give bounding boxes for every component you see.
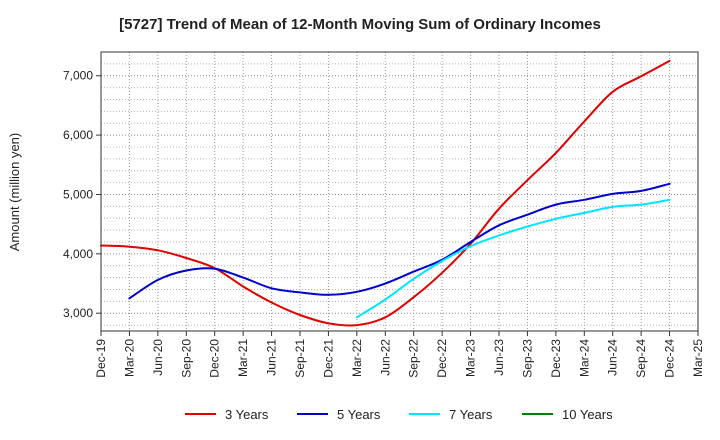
series-line-7-years (355, 198, 671, 319)
x-tick-label: Jun-24 (606, 339, 620, 376)
y-tick-label: 6,000 (63, 128, 93, 142)
x-tick-label: Mar-21 (236, 339, 250, 377)
x-tick-label: Jun-20 (151, 339, 165, 376)
legend: 3 Years 5 Years 7 Years 10 Years (185, 407, 613, 422)
x-tick-label: Sep-24 (634, 339, 648, 378)
x-tick-label: Jun-23 (492, 339, 506, 376)
series-line-3-years (100, 59, 671, 327)
y-tick-label: 3,000 (63, 306, 93, 320)
x-tick-label: Mar-22 (350, 339, 364, 377)
y-tick-label: 5,000 (63, 187, 93, 201)
x-tick-label: Mar-23 (464, 339, 478, 377)
x-tick-label: Sep-21 (293, 339, 307, 378)
legend-label-5-years: 5 Years (337, 407, 381, 422)
y-tick-label: 4,000 (63, 247, 93, 261)
series-lines (100, 59, 671, 327)
y-tick-label: 7,000 (63, 69, 93, 83)
x-tick-label: Jun-21 (265, 339, 279, 376)
x-tick-label: Sep-20 (179, 339, 193, 378)
legend-label-10-years: 10 Years (562, 407, 613, 422)
x-axis-ticks: Dec-19 Mar-20 Jun-20 Sep-20 Dec-20 Mar-21 Jun-… (94, 331, 705, 378)
x-tick-label: Dec-19 (94, 339, 108, 378)
y-axis-ticks: 3,000 4,000 5,000 6,000 7,000 (63, 69, 101, 320)
grid (101, 51, 698, 331)
legend-label-7-years: 7 Years (449, 407, 493, 422)
x-tick-label: Dec-20 (208, 339, 222, 378)
x-tick-label: Sep-23 (520, 339, 534, 378)
chart-title: [5727] Trend of Mean of 12-Month Moving … (119, 16, 601, 33)
x-tick-label: Dec-21 (321, 339, 335, 378)
x-tick-label: Dec-24 (663, 339, 677, 378)
x-tick-label: Mar-25 (691, 339, 705, 377)
x-tick-label: Mar-24 (577, 339, 591, 377)
plot-area-frame (100, 51, 699, 332)
x-tick-label: Jun-22 (378, 339, 392, 376)
x-tick-label: Sep-22 (407, 339, 421, 378)
y-axis-label: Amount (million yen) (7, 133, 22, 252)
series-line-5-years (128, 182, 671, 300)
x-tick-label: Mar-20 (122, 339, 136, 377)
x-tick-label: Dec-22 (435, 339, 449, 378)
x-tick-label: Dec-23 (549, 339, 563, 378)
legend-label-3-years: 3 Years (225, 407, 269, 422)
